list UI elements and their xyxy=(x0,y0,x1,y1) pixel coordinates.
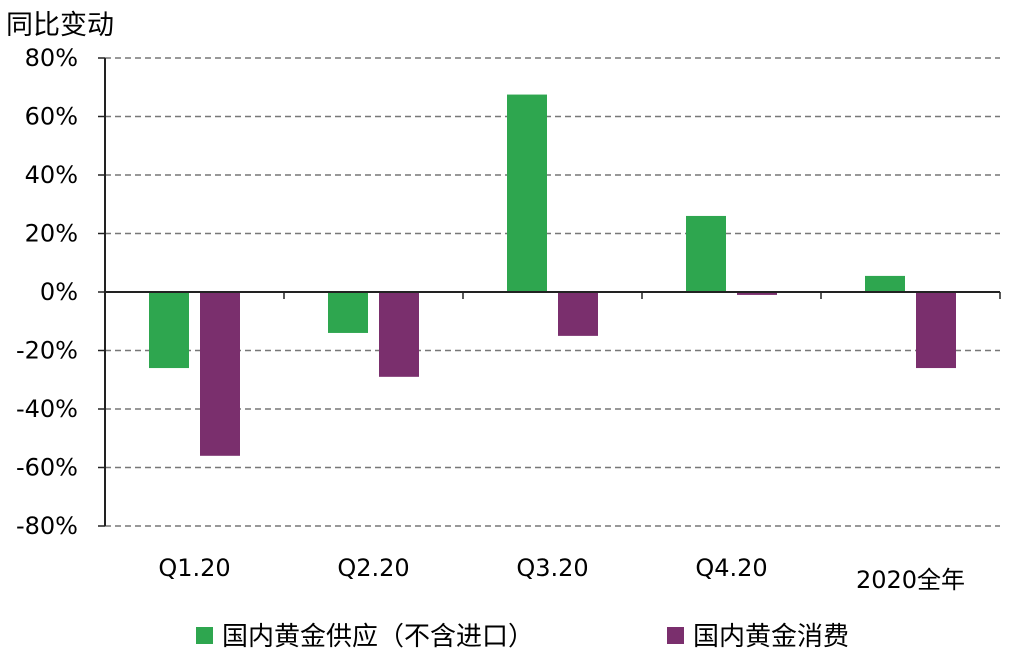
y-tick-labels: 80% 60% 40% 20% 0% -20% -40% -60% -80% xyxy=(16,44,78,540)
x-tick-label: Q4.20 xyxy=(695,554,767,582)
bar-consumption xyxy=(737,292,777,295)
bar-consumption xyxy=(200,292,240,456)
y-tick-label: 80% xyxy=(25,44,78,72)
bar-supply xyxy=(328,292,368,333)
legend-label: 国内黄金消费 xyxy=(693,622,849,652)
y-tick-label: -40% xyxy=(16,395,78,423)
y-tick-label: 60% xyxy=(25,103,78,131)
bar-consumption xyxy=(379,292,419,377)
legend-swatch xyxy=(667,627,684,644)
bars xyxy=(149,94,956,456)
bar-supply xyxy=(507,94,547,292)
bar-supply xyxy=(686,215,726,292)
x-tick-label: 2020全年 xyxy=(856,566,965,594)
x-tick-label: Q1.20 xyxy=(158,554,230,582)
legend-swatch xyxy=(196,627,213,644)
bar-consumption xyxy=(916,292,956,369)
x-tick-label: Q2.20 xyxy=(337,554,409,582)
gridlines xyxy=(105,57,1000,527)
legend: 国内黄金供应（不含进口） 国内黄金消费 xyxy=(196,622,849,652)
legend-label: 国内黄金供应（不含进口） xyxy=(222,622,534,652)
y-tick-label: -20% xyxy=(16,337,78,365)
bar-supply xyxy=(149,292,189,369)
bar-consumption xyxy=(558,292,598,336)
y-axis-label: 同比变动 xyxy=(6,10,114,41)
y-tick-label: -80% xyxy=(16,512,78,540)
x-tick-label: Q3.20 xyxy=(516,554,588,582)
y-tick-label: -60% xyxy=(16,454,78,482)
axes xyxy=(98,57,1001,527)
bar-supply xyxy=(865,275,905,292)
y-tick-label: 20% xyxy=(25,220,78,248)
y-tick-label: 40% xyxy=(25,161,78,189)
y-tick-label: 0% xyxy=(40,278,78,306)
x-tick-labels: Q1.20 Q2.20 Q3.20 Q4.20 2020全年 xyxy=(158,554,965,594)
